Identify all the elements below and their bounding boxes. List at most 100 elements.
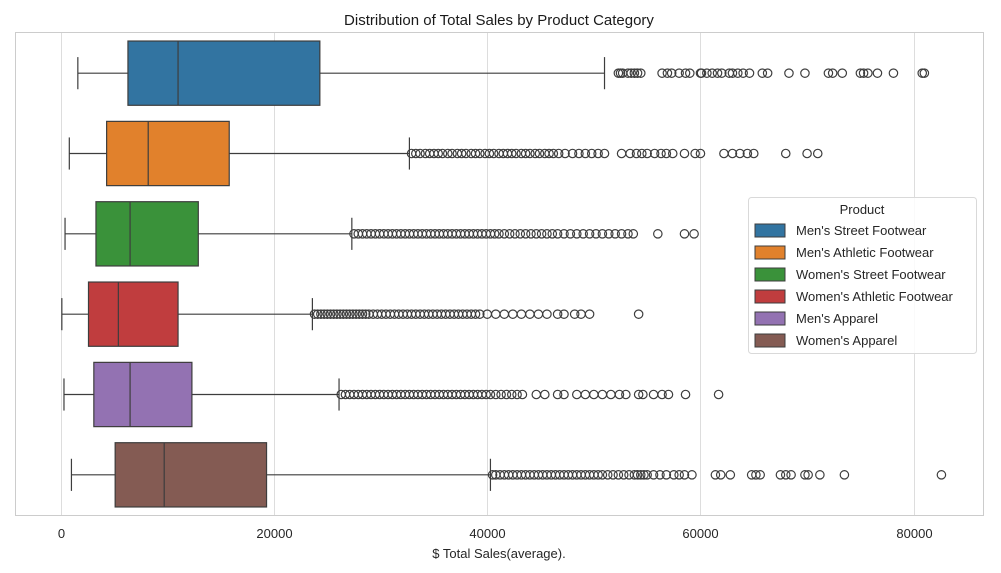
outlier-point (632, 68, 643, 78)
outlier-point (517, 389, 528, 400)
iqr-box (127, 40, 321, 106)
box-series-1 (77, 40, 930, 106)
legend-label: Women's Street Footwear (796, 267, 946, 282)
outlier-point (496, 389, 506, 400)
legend-swatch (754, 311, 786, 326)
outlier-point (633, 309, 644, 319)
legend-label: Men's Apparel (796, 311, 878, 326)
outlier-point (470, 309, 481, 319)
x-tick-label: 40000 (469, 526, 505, 541)
outlier-point (332, 309, 342, 319)
outlier-point (662, 68, 673, 78)
outlier-point (520, 148, 531, 159)
outlier-point (735, 148, 745, 159)
outlier-point (629, 470, 640, 480)
outlier-point (348, 309, 358, 319)
outlier-point (316, 309, 326, 319)
outlier-point (702, 68, 712, 78)
legend-label: Women's Apparel (796, 333, 897, 348)
outlier-point (415, 148, 425, 159)
outlier-point (488, 148, 499, 159)
outlier-point (780, 470, 791, 480)
outlier-point (574, 148, 584, 159)
outlier-point (510, 229, 520, 239)
outlier-point (504, 229, 515, 239)
outlier-point (613, 470, 624, 480)
outlier-point (639, 470, 649, 480)
outlier-point (593, 148, 603, 159)
outlier-point (725, 470, 736, 480)
outlier-point (657, 389, 667, 400)
outlier-point (648, 470, 659, 480)
outlier-point (707, 68, 717, 78)
outlier-point (727, 148, 738, 159)
outlier-point (608, 470, 618, 480)
outlier-point (863, 68, 873, 78)
outlier-point (597, 229, 608, 239)
outlier-point (823, 68, 834, 78)
outlier-point (567, 148, 578, 159)
outlier-point (803, 470, 813, 480)
legend-entry: Women's Athletic Footwear (754, 289, 954, 304)
outlier-point (919, 68, 930, 78)
outlier-point (481, 389, 491, 400)
legend-entry: Women's Apparel (754, 333, 897, 348)
outlier-point (744, 68, 755, 78)
outlier-point (638, 389, 648, 400)
outlier-point (584, 309, 595, 319)
outlier-point (501, 389, 512, 400)
outlier-point (487, 470, 498, 480)
outlier-point (351, 309, 361, 319)
outlier-point (559, 309, 569, 319)
outlier-point (712, 68, 723, 78)
outlier-point (679, 229, 690, 239)
outlier-point (614, 389, 625, 400)
outlier-point (653, 229, 663, 239)
outlier-point (642, 470, 652, 480)
outlier-point (597, 470, 608, 480)
outlier-point (525, 148, 535, 159)
legend-swatch (754, 333, 786, 348)
box-series-5 (63, 361, 724, 428)
legend-label: Women's Athletic Footwear (796, 289, 954, 304)
outlier-point (544, 148, 554, 159)
outlier-point (657, 68, 667, 78)
outlier-point (461, 148, 471, 159)
outlier-point (474, 309, 485, 319)
outlier-point (540, 389, 550, 400)
iqr-box (114, 442, 268, 508)
outlier-point (748, 148, 759, 159)
outlier-point (618, 470, 629, 480)
outlier-point (679, 148, 690, 159)
box-series-4 (61, 281, 644, 347)
box-series-6 (70, 442, 947, 508)
legend-label: Men's Street Footwear (796, 223, 927, 238)
outlier-point (661, 148, 672, 159)
outlier-point (560, 148, 570, 159)
box-series-2 (68, 120, 823, 187)
outlier-point (344, 309, 355, 319)
outlier-point (325, 309, 336, 319)
outlier-point (690, 148, 700, 159)
outlier-point (603, 229, 614, 239)
outlier-point (631, 148, 642, 159)
x-tick-label: 80000 (896, 526, 932, 541)
legend-swatch (754, 289, 786, 304)
outlier-point (335, 309, 345, 319)
outlier-point (649, 148, 660, 159)
legend-label: Men's Athletic Footwear (796, 245, 934, 260)
legend-swatch (754, 223, 786, 238)
outlier-point (674, 68, 684, 78)
outlier-point (580, 148, 591, 159)
iqr-box (87, 281, 179, 347)
outlier-point (710, 470, 721, 480)
outlier-point (738, 68, 748, 78)
outlier-point (679, 470, 690, 480)
outlier-point (827, 68, 838, 78)
outlier-point (338, 309, 349, 319)
outlier-point (489, 229, 500, 239)
outlier-point (732, 68, 743, 78)
outlier-point (442, 148, 453, 159)
outlier-point (322, 309, 333, 319)
